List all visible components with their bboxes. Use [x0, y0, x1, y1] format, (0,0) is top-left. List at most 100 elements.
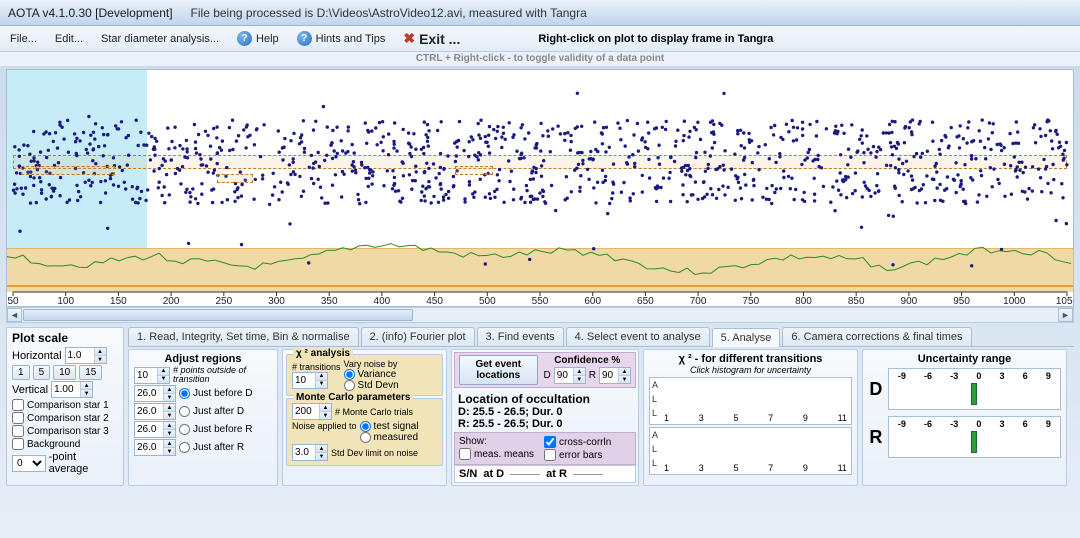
svg-text:700: 700: [690, 296, 707, 306]
app-title: AOTA v4.1.0.30 [Development]: [8, 6, 173, 20]
menu-exit[interactable]: ✖ Exit ...: [403, 30, 460, 47]
chi-title: χ ² analysis: [293, 348, 353, 359]
hscale-btn-15[interactable]: 15: [79, 365, 102, 380]
svg-text:1000: 1000: [1003, 296, 1026, 306]
svg-text:500: 500: [479, 296, 496, 306]
mc-sd-spinner[interactable]: ▲▼: [292, 444, 328, 461]
meas-means-check[interactable]: [459, 448, 471, 460]
mc-sd-input[interactable]: [293, 445, 315, 460]
menu-edit[interactable]: Edit...: [55, 33, 83, 45]
chi-mc-panel: χ ² analysis # transitions ▲▼ Vary noise…: [282, 349, 447, 486]
menu-star-diameter[interactable]: Star diameter analysis...: [101, 33, 219, 45]
comp-check-1[interactable]: [12, 412, 24, 424]
hscale-btn-5[interactable]: 5: [33, 365, 51, 380]
scroll-left-icon[interactable]: ◄: [7, 308, 22, 322]
adjust-radio-1[interactable]: [179, 406, 190, 417]
vary-stddev-radio[interactable]: [344, 380, 355, 391]
spin-down-icon[interactable]: ▼: [94, 356, 106, 363]
conf-d-spinner[interactable]: ▲▼: [554, 367, 586, 384]
comp-check-3[interactable]: [12, 438, 24, 450]
svg-text:450: 450: [426, 296, 443, 306]
pts-outside-input[interactable]: [135, 368, 157, 383]
menu-file[interactable]: File...: [10, 33, 37, 45]
adjust-spin-2[interactable]: ▲▼: [134, 421, 176, 438]
tab-1[interactable]: 2. (info) Fourier plot: [361, 327, 475, 346]
tab-3[interactable]: 4. Select event to analyse: [566, 327, 710, 346]
adjust-spin-0[interactable]: ▲▼: [134, 385, 176, 402]
svg-text:400: 400: [374, 296, 391, 306]
trans-input[interactable]: [293, 373, 315, 388]
hscale-btn-10[interactable]: 10: [53, 365, 76, 380]
svg-text:800: 800: [795, 296, 812, 306]
menu-hints[interactable]: ? Hints and Tips: [297, 31, 386, 46]
file-info: File being processed is D:\Videos\AstroV…: [191, 6, 587, 20]
svg-text:650: 650: [637, 296, 654, 306]
menubar: File... Edit... Star diameter analysis..…: [0, 26, 1080, 52]
event-panel: Get event locations Confidence % D ▲▼ R …: [451, 349, 639, 486]
horizontal-preset-buttons: 151015: [12, 365, 118, 380]
point-avg-select[interactable]: 0: [12, 455, 46, 472]
tab-4[interactable]: 5. Analyse: [712, 328, 781, 347]
chi2-hist-top[interactable]: ALL 1357911: [649, 377, 852, 425]
horizontal-input[interactable]: [66, 348, 94, 363]
comp-check-0[interactable]: [12, 399, 24, 411]
mc-test-radio[interactable]: [360, 421, 371, 432]
chi2-hist-bottom[interactable]: ALL 1357911: [649, 427, 852, 475]
uncert-r-label: R: [868, 427, 884, 448]
mc-measured-radio[interactable]: [360, 432, 371, 443]
svg-text:100: 100: [57, 296, 74, 306]
scroll-thumb[interactable]: [23, 309, 413, 321]
vertical-input[interactable]: [52, 382, 80, 397]
sn-d-value: [510, 474, 540, 475]
svg-text:600: 600: [584, 296, 601, 306]
get-event-button[interactable]: Get event locations: [459, 355, 538, 385]
spin-up-icon[interactable]: ▲: [94, 348, 106, 356]
error-bars-check[interactable]: [544, 449, 556, 461]
trans-spinner[interactable]: ▲▼: [292, 372, 328, 389]
loc-heading: Location of occultation: [458, 392, 632, 406]
plot-dash-region: [455, 166, 493, 175]
close-icon: ✖: [403, 30, 415, 47]
tab-0[interactable]: 1. Read, Integrity, Set time, Bin & norm…: [128, 327, 359, 346]
pts-outside-spinner[interactable]: ▲▼: [134, 367, 170, 384]
adjust-spin-1[interactable]: ▲▼: [134, 403, 176, 420]
adjust-radio-0[interactable]: [179, 388, 190, 399]
plot-dash-region: [217, 174, 253, 183]
uncert-d-box[interactable]: -9-6-30369: [888, 368, 1061, 410]
svg-text:900: 900: [901, 296, 918, 306]
conf-r-spinner[interactable]: ▲▼: [599, 367, 631, 384]
chi2-hist-panel: χ ² - for different transitions Click hi…: [643, 349, 858, 486]
main-plot[interactable]: 5010015020025030035040045050055060065070…: [6, 69, 1074, 307]
plot-scale-panel: Plot scale Horizontal ▲▼ 151015 Vertical…: [6, 327, 124, 486]
svg-text:750: 750: [742, 296, 759, 306]
adjust-spin-3[interactable]: ▲▼: [134, 439, 176, 456]
vary-variance-radio[interactable]: [344, 369, 355, 380]
scroll-right-icon[interactable]: ►: [1058, 308, 1073, 322]
comp-check-2[interactable]: [12, 425, 24, 437]
uncertainty-panel: Uncertainty range D -9-6-30369 R -9-6-30…: [862, 349, 1067, 486]
loc-d: D: 25.5 - 26.5; Dur. 0: [458, 406, 632, 418]
chi2-hist-title: χ ² - for different transitions: [649, 353, 852, 365]
uncert-r-box[interactable]: -9-6-30369: [888, 416, 1061, 458]
vertical-spinner[interactable]: ▲▼: [51, 381, 93, 398]
tab-5[interactable]: 6. Camera corrections & final times: [782, 327, 971, 346]
svg-text:150: 150: [110, 296, 127, 306]
menu-help[interactable]: ? Help: [237, 31, 279, 46]
cross-corr-check[interactable]: [544, 436, 556, 448]
spin-up-icon[interactable]: ▲: [80, 382, 92, 390]
mc-trials-input[interactable]: [293, 404, 319, 419]
uncert-d-label: D: [868, 379, 884, 400]
hscale-btn-1[interactable]: 1: [12, 365, 30, 380]
horizontal-label: Horizontal: [12, 350, 62, 362]
trans-label: # transitions: [292, 362, 341, 372]
adjust-radio-3[interactable]: [179, 442, 190, 453]
mc-trials-spinner[interactable]: ▲▼: [292, 403, 332, 420]
horizontal-spinner[interactable]: ▲▼: [65, 347, 107, 364]
ctrl-hint: CTRL + Right-click - to toggle validity …: [0, 52, 1080, 67]
plot-scrollbar[interactable]: ◄ ►: [6, 307, 1074, 323]
uncert-r-marker: [971, 431, 977, 453]
adjust-radio-2[interactable]: [179, 424, 190, 435]
svg-text:250: 250: [215, 296, 232, 306]
spin-down-icon[interactable]: ▼: [80, 390, 92, 397]
tab-2[interactable]: 3. Find events: [477, 327, 564, 346]
